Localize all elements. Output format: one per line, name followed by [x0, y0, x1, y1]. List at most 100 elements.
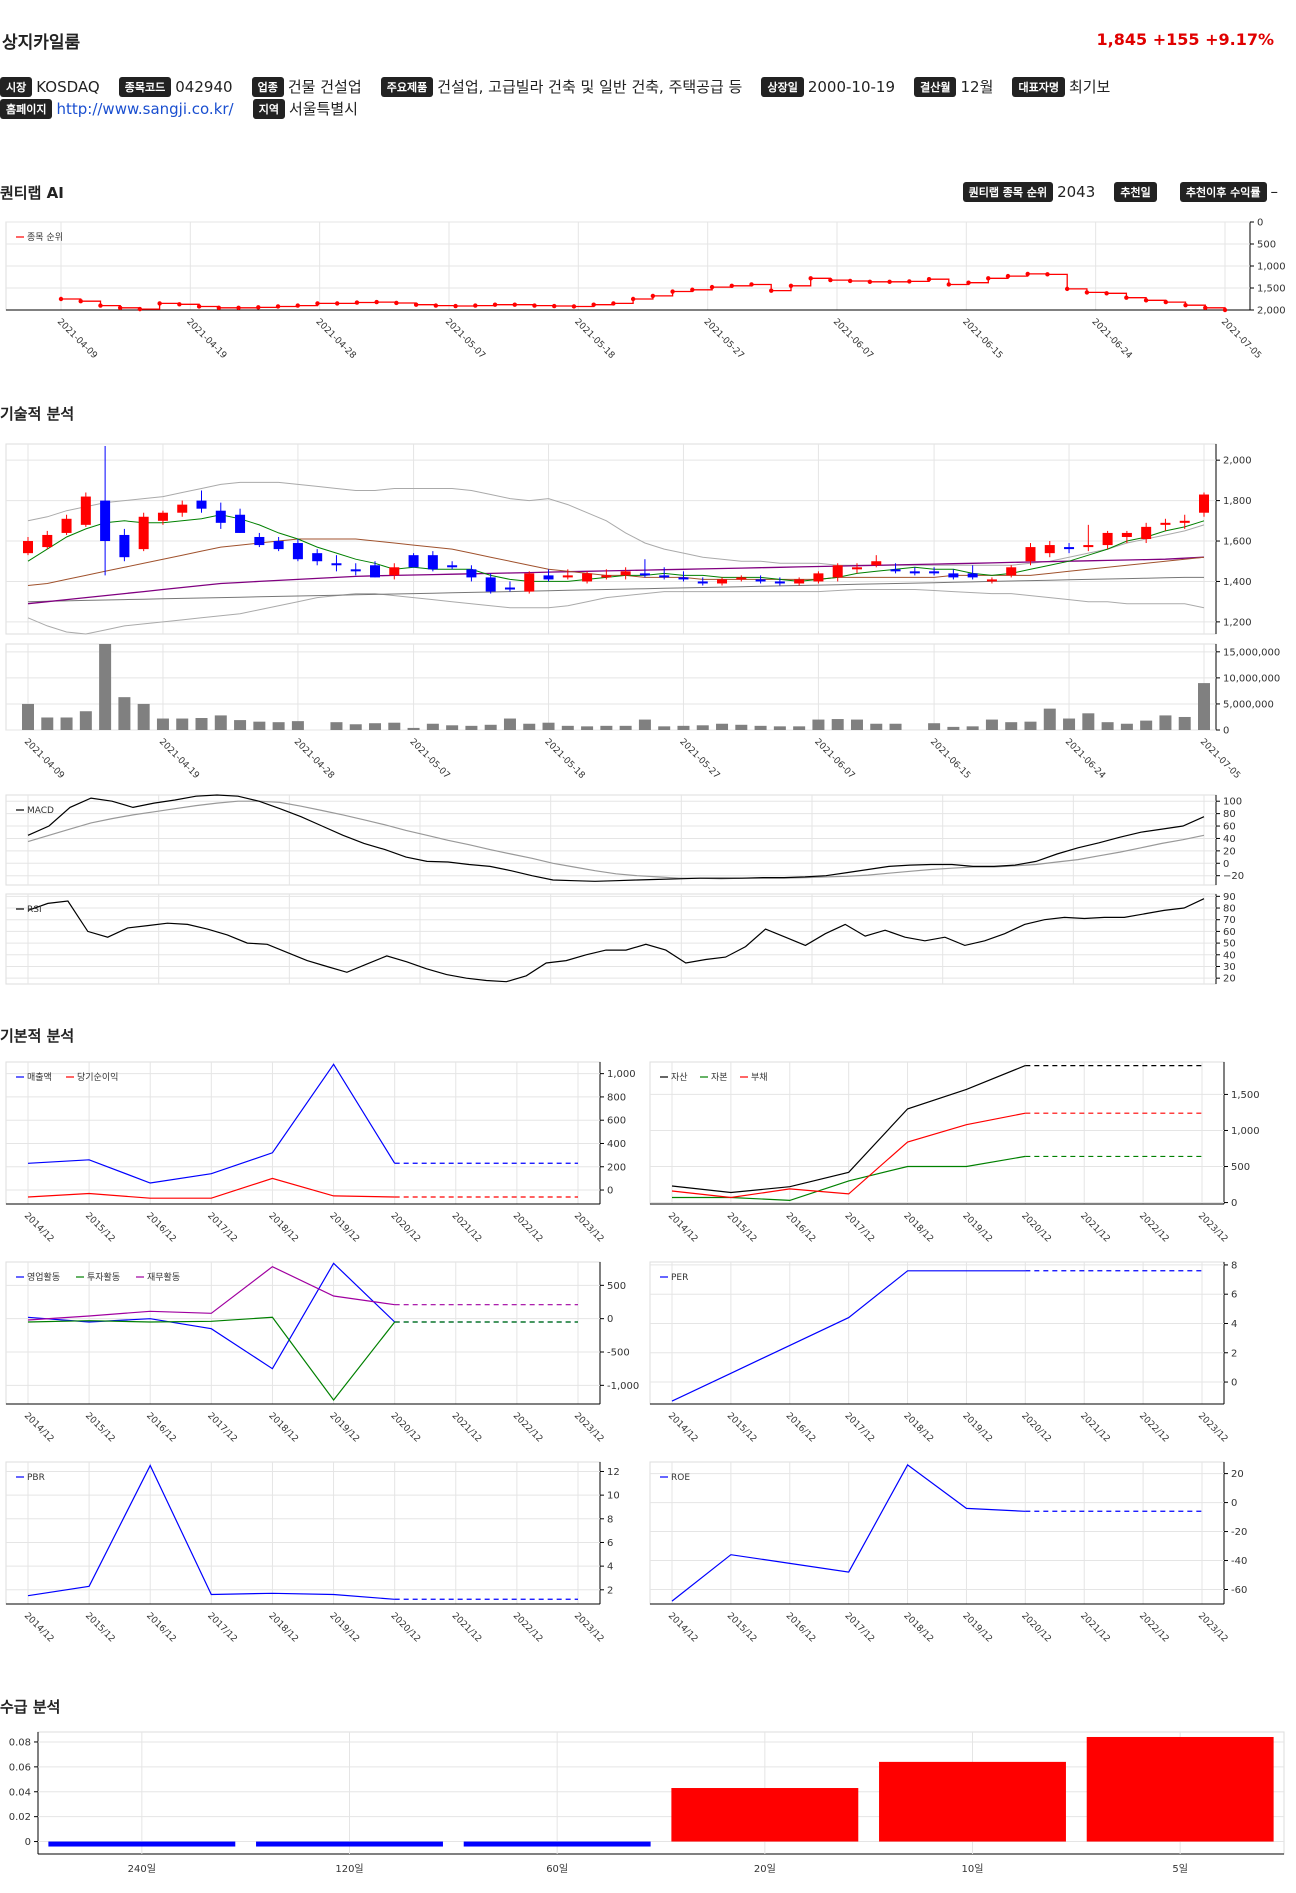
rank-tag: 퀀티랩 종목 순위: [962, 181, 1054, 202]
candle-body: [273, 541, 284, 550]
volume-ytick-label: 5,000,000: [1223, 699, 1274, 710]
rank-point: [769, 288, 774, 293]
rank-point: [492, 302, 498, 307]
supply-ytick-label: 0: [25, 1837, 31, 1848]
volume-bar: [1063, 718, 1076, 730]
pbr-xtick-label: 2018/12: [266, 1611, 300, 1645]
rank-point: [1163, 299, 1169, 305]
volume-xtick-label: 2021-05-27: [677, 737, 721, 781]
rsi-legend-label: RSI: [27, 905, 42, 915]
assets-xtick-label: 2022/12: [1137, 1211, 1171, 1245]
roe-ytick-label: -60: [1231, 1585, 1247, 1596]
roe-ytick-label: -20: [1231, 1527, 1247, 1538]
volume-chart-frame: [5, 643, 1217, 731]
candle-body: [119, 534, 130, 558]
volume-xtick-label: 2021-06-15: [928, 737, 972, 781]
price-change-pct: +9.17%: [1205, 30, 1274, 49]
cashflow-series-line: [27, 1266, 395, 1321]
cashflow-series-line: [27, 1316, 396, 1401]
sales-xtick-label: 2016/12: [144, 1211, 178, 1245]
volume-bar: [831, 719, 844, 730]
candle-body: [659, 575, 670, 578]
rank-point: [808, 276, 813, 281]
pbr-legend-label: PBR: [27, 1473, 45, 1483]
candle-body: [23, 541, 33, 554]
candle-ytick-label: 1,600: [1223, 537, 1252, 548]
candle-body: [1064, 547, 1075, 550]
market-tag: 시장: [0, 76, 33, 97]
macd-ytick-label: 40: [1223, 834, 1236, 845]
candle-body: [851, 567, 862, 570]
rank-point: [1222, 307, 1228, 313]
volume-xtick-label: 2021-06-24: [1063, 737, 1107, 781]
cashflow-xtick-label: 2020/12: [389, 1411, 423, 1445]
homepage-link[interactable]: http://www.sangji.co.kr/: [56, 99, 234, 118]
cashflow-xtick-label: 2014/12: [22, 1411, 56, 1445]
assets-xtick-label: 2018/12: [901, 1211, 935, 1245]
rank-point: [788, 283, 794, 288]
rank-point: [236, 305, 241, 310]
cashflow-series-line: [27, 1262, 396, 1370]
candle-body: [1141, 526, 1152, 539]
volume-xtick-label: 2021-04-19: [157, 737, 201, 781]
supply-bar: [671, 1788, 859, 1842]
candle-body: [1179, 520, 1190, 523]
sales-ytick-label: 1,000: [607, 1069, 636, 1080]
rank-point: [315, 301, 320, 306]
per-xtick-label: 2018/12: [901, 1411, 935, 1445]
candle-body: [697, 581, 708, 584]
rank-point: [216, 305, 222, 310]
candle-body: [485, 577, 496, 592]
rank-xtick-label: 2021-04-28: [314, 317, 358, 361]
rank-value: 2043: [1057, 182, 1096, 201]
rank-point: [630, 296, 636, 302]
rank-point: [473, 303, 478, 308]
per-legend-label: PER: [671, 1273, 688, 1283]
roe-xtick-label: 2022/12: [1137, 1611, 1171, 1645]
assets-xtick-label: 2017/12: [843, 1211, 877, 1245]
per-xtick-label: 2014/12: [666, 1411, 700, 1445]
volume-bar: [1120, 723, 1133, 730]
rank-point: [1025, 271, 1030, 277]
rank-point: [1005, 273, 1011, 279]
roe-series-line: [671, 1464, 1026, 1602]
rank-point: [394, 300, 399, 306]
rank-point: [256, 305, 261, 310]
volume-bar: [407, 727, 420, 730]
candle-body: [1199, 494, 1209, 513]
rank-point: [157, 301, 162, 306]
rank-point: [295, 303, 300, 308]
cashflow-xtick-label: 2022/12: [511, 1411, 545, 1445]
assets-ytick-label: 1,500: [1231, 1090, 1260, 1101]
supply-xtick-label: 5일: [1172, 1863, 1188, 1875]
assets-series-line: [671, 1112, 1026, 1199]
candle-body: [157, 512, 168, 521]
candle-body: [1006, 567, 1017, 576]
rank-ytick-label: 1,000: [1257, 262, 1286, 273]
rank-point: [275, 304, 281, 309]
pbr-ytick-label: 4: [607, 1562, 613, 1573]
candle-body: [871, 561, 882, 566]
supply-section-title: 수급 분석: [0, 1698, 61, 1716]
rank-point: [137, 306, 143, 312]
sales-xtick-label: 2017/12: [205, 1211, 239, 1245]
per-xtick-label: 2021/12: [1078, 1411, 1112, 1445]
volume-bar: [985, 719, 998, 730]
macd-signal-line: [27, 800, 1205, 880]
candle-ytick-label: 1,200: [1223, 617, 1252, 628]
volume-bar: [523, 723, 536, 730]
assets-legend-label: 자본: [711, 1072, 728, 1083]
sales-ytick-label: 400: [607, 1139, 626, 1150]
sales-xtick-label: 2022/12: [511, 1211, 545, 1245]
candle-body: [967, 573, 978, 578]
volume-bar: [1101, 722, 1114, 730]
rank-point: [1064, 286, 1070, 292]
quant-section-title: 퀀티랩 AI: [0, 184, 64, 202]
candle-body: [215, 510, 226, 523]
rank-point: [1104, 291, 1109, 296]
volume-ytick-label: 10,000,000: [1223, 673, 1280, 684]
volume-bar: [870, 723, 883, 730]
supply-ytick-label: 0.06: [9, 1762, 31, 1773]
volume-bar: [503, 718, 516, 730]
candle-body: [427, 555, 438, 570]
